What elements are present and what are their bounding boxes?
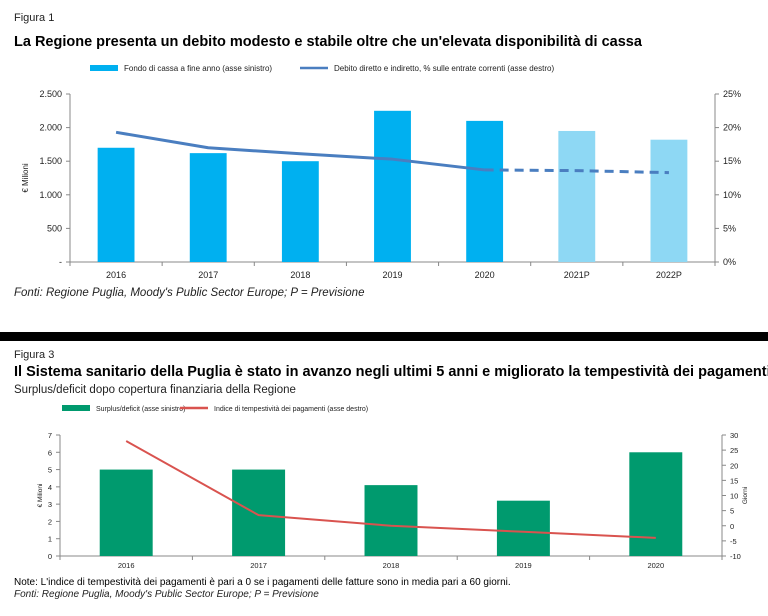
category-label-2019: 2019 (515, 561, 532, 570)
legend-bar-swatch (90, 65, 118, 71)
category-label-2021P: 2021P (564, 270, 590, 280)
category-label-2019: 2019 (382, 270, 402, 280)
bar-2022P (650, 139, 688, 262)
bar-2021P (558, 130, 596, 262)
figure-2-title: Il Sistema sanitario della Puglia è stat… (14, 364, 768, 380)
right-axis-tick-label: 15 (730, 476, 738, 485)
legend-line-label: Indice di tempestività dei pagamenti (as… (214, 406, 368, 413)
bar-2019 (496, 500, 550, 556)
figure-1-title: La Regione presenta un debito modesto e … (14, 34, 642, 50)
figure-2-panel: Figura 3 Il Sistema sanitario della Pugl… (0, 341, 768, 616)
bar-2020 (629, 452, 683, 556)
figure-2-source: Fonti: Regione Puglia, Moody's Public Se… (14, 589, 319, 600)
bar-2016 (97, 147, 135, 262)
right-axis-tick-label: 15% (723, 156, 741, 166)
left-axis-title: € Milioni (21, 163, 30, 193)
category-label-2020: 2020 (475, 270, 495, 280)
left-axis-tick-label: 1.000 (39, 190, 62, 200)
left-axis-tick-label: 2.500 (39, 89, 62, 99)
figure-1-source: Fonti: Regione Puglia, Moody's Public Se… (14, 287, 365, 299)
left-axis-tick-label: 5 (48, 466, 52, 475)
category-label-2017: 2017 (250, 561, 267, 570)
right-axis-tick-label: 5% (723, 223, 736, 233)
category-label-2016: 2016 (118, 561, 135, 570)
left-axis-tick-label: 2 (48, 517, 52, 526)
figure-1-label: Figura 1 (14, 12, 55, 24)
right-axis-tick-label: 10% (723, 190, 741, 200)
figure-2-subtitle: Surplus/deficit dopo copertura finanziar… (14, 384, 296, 396)
left-axis-tick-label: 1 (48, 535, 52, 544)
left-axis-tick-label: 6 (48, 448, 52, 457)
figure-2-label: Figura 3 (14, 349, 55, 361)
legend-bar-label: Surplus/deficit (asse sinistro) (96, 406, 185, 413)
legend-bar-label: Fondo di cassa a fine anno (asse sinistr… (124, 64, 272, 73)
legend-bar-swatch (62, 405, 90, 411)
left-axis-tick-label: 3 (48, 500, 52, 509)
bar-2019 (374, 110, 411, 262)
category-label-2022P: 2022P (656, 270, 682, 280)
left-axis-tick-label: 1.500 (39, 156, 62, 166)
right-axis-tick-label: 5 (730, 507, 734, 516)
legend-line-label: Debito diretto e indiretto, % sulle entr… (334, 64, 554, 73)
left-axis-tick-label: 2.000 (39, 123, 62, 133)
figure-2-note: Note: L'indice di tempestività dei pagam… (14, 577, 511, 588)
figure-1-panel: Figura 1 La Regione presenta un debito m… (0, 0, 768, 332)
left-axis-title: € Milioni (37, 484, 44, 508)
bar-2017 (232, 469, 286, 556)
right-axis-tick-label: 0% (723, 257, 736, 267)
category-label-2018: 2018 (290, 270, 310, 280)
category-label-2018: 2018 (383, 561, 400, 570)
left-axis-tick-label: 4 (48, 483, 52, 492)
category-label-2020: 2020 (647, 561, 664, 570)
right-axis-tick-label: 25% (723, 89, 741, 99)
bar-2018 (364, 485, 418, 556)
right-axis-tick-label: -5 (730, 537, 737, 546)
right-axis-tick-label: 20 (730, 461, 738, 470)
left-axis-tick-label: - (59, 257, 62, 267)
left-axis-tick-label: 500 (47, 223, 62, 233)
right-axis-tick-label: 0 (730, 522, 734, 531)
right-axis-tick-label: 10 (730, 492, 738, 501)
right-axis-title: Giorni (742, 487, 749, 504)
left-axis-tick-label: 0 (48, 552, 52, 561)
right-axis-tick-label: 30 (730, 431, 738, 440)
right-axis-tick-label: 20% (723, 123, 741, 133)
right-axis-tick-label: 25 (730, 446, 738, 455)
category-label-2017: 2017 (198, 270, 218, 280)
category-label-2016: 2016 (106, 270, 126, 280)
right-axis-tick-label: -10 (730, 552, 741, 561)
bar-2016 (99, 469, 153, 556)
bar-2017 (189, 153, 227, 262)
bar-2018 (281, 161, 319, 262)
figure-2-chart: Surplus/deficit (asse sinistro) Indice di… (37, 405, 749, 570)
bar-2020 (466, 120, 504, 262)
left-axis-tick-label: 7 (48, 431, 52, 440)
figure-1-chart: Fondo di cassa a fine anno (asse sinistr… (21, 64, 741, 280)
